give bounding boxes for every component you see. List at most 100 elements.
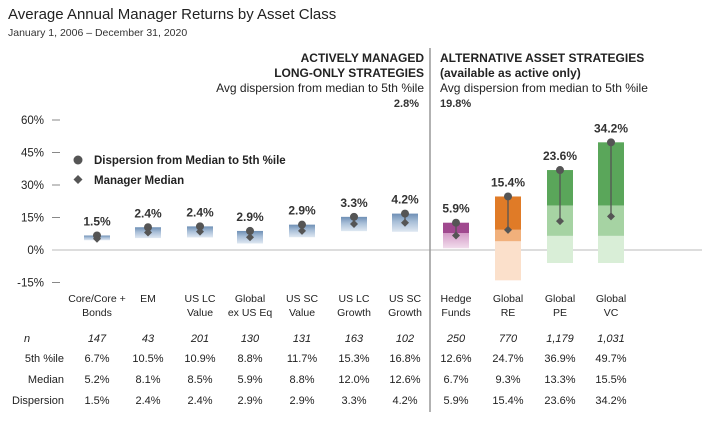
table-cell: 6.7% <box>443 374 468 386</box>
category-label-line2: RE <box>501 307 516 319</box>
dispersion-data-label: 34.2% <box>594 121 628 135</box>
table-row-label: n <box>24 333 30 345</box>
y-tick-label: -15% <box>17 278 44 290</box>
category-label-line2: PE <box>553 307 567 319</box>
table-cell: 13.3% <box>544 374 575 386</box>
group-active-line1: ACTIVELY MANAGED <box>300 51 424 65</box>
y-axis: 60% 45% 30% 15% 0% -15% <box>17 115 60 290</box>
table-cell: 770 <box>499 333 518 345</box>
table-cell: 16.8% <box>389 353 420 365</box>
category-label-line1: Global <box>493 293 523 305</box>
category-label-line2: Bonds <box>82 307 112 319</box>
category-label-line2: Growth <box>337 307 371 319</box>
median-diamond-marker <box>350 220 358 228</box>
category-label-line1: Global <box>545 293 575 305</box>
category-label-line1: Global <box>235 293 265 305</box>
table-cell: 201 <box>190 333 209 345</box>
dispersion-data-label: 2.9% <box>288 204 316 218</box>
table-cell: 6.7% <box>84 353 109 365</box>
category-label-line2: Value <box>289 307 315 319</box>
y-tick-label: 30% <box>21 180 44 192</box>
p5-dot-marker <box>556 166 564 175</box>
legend-diamond-icon <box>73 175 83 184</box>
median-diamond-marker <box>607 212 615 221</box>
category-label-line1: US SC <box>389 293 422 305</box>
dispersion-data-label: 1.5% <box>83 214 111 228</box>
median-diamond-marker <box>196 227 204 236</box>
table-cell: 15.5% <box>595 374 626 386</box>
dispersion-data-label: 3.3% <box>340 196 368 210</box>
dispersion-data-label: 23.6% <box>543 149 577 163</box>
median-diamond-marker <box>452 231 460 240</box>
chart-title: Average Annual Manager Returns by Asset … <box>8 6 337 23</box>
table-cell: 8.8% <box>237 353 262 365</box>
table-cell: 12.6% <box>389 374 420 386</box>
dispersion-data-label: 5.9% <box>442 202 470 216</box>
category-label-line2: Value <box>187 307 213 319</box>
p5-dot-marker <box>607 138 615 147</box>
table-cell: 1.5% <box>84 395 109 407</box>
table-row-label: Median <box>28 374 64 386</box>
table-cell: 15.3% <box>338 353 369 365</box>
stats-table: n 147 43 201 130 131 163 102 250 770 1,179 1,031 5th… <box>12 333 627 407</box>
p5-dot-marker <box>504 192 512 201</box>
bar-group: 3.3% <box>340 196 368 232</box>
table-cell: 8.5% <box>187 374 212 386</box>
dispersion-data-label: 15.4% <box>491 175 525 189</box>
table-cell: 1,179 <box>546 333 574 345</box>
bar-group: 1.5% <box>83 214 111 243</box>
category-label-line1: US LC <box>185 293 216 305</box>
table-cell: 23.6% <box>544 395 575 407</box>
category-label-line1: Core/Core + <box>68 293 125 305</box>
category-label-line2: ex US Eq <box>228 307 273 319</box>
category-label-line1: Hedge <box>441 293 472 305</box>
p5-dot-marker <box>144 223 152 232</box>
bars-layer: 1.5% 2.4% 2.4% 2.9% 2.9% 3.3% 4.2% 5.9% 15.4% 23.… <box>83 121 628 281</box>
bar-group: 2.9% <box>288 204 316 238</box>
table-cell: 5.2% <box>84 374 109 386</box>
group-header-active: ACTIVELY MANAGED LONG-ONLY STRATEGIES Av… <box>216 51 424 96</box>
table-cell: 3.3% <box>341 395 366 407</box>
table-cell: 2.4% <box>135 395 160 407</box>
p5-dot-marker <box>196 222 204 231</box>
table-cell: 2.4% <box>187 395 212 407</box>
legend-dot-label: Dispersion from Median to 5th %ile <box>94 155 286 167</box>
dispersion-data-label: 4.2% <box>391 193 419 207</box>
dispersion-data-label: 2.4% <box>134 206 162 220</box>
median-diamond-marker <box>298 226 306 235</box>
dispersion-data-label: 2.4% <box>186 205 214 219</box>
group-alt-line3: Avg dispersion from median to 5th %ile <box>440 81 648 95</box>
category-labels: Core/Core + Bonds EM US LC Value Global ex US … <box>68 293 626 319</box>
table-cell: 49.7% <box>595 353 626 365</box>
table-cell: 9.3% <box>495 374 520 386</box>
chart-subtitle: January 1, 2006 – December 31, 2020 <box>8 27 188 39</box>
bar-group: 4.2% <box>391 193 419 232</box>
legend: Dispersion from Median to 5th %ile Manag… <box>73 155 286 187</box>
table-cell: 5.9% <box>443 395 468 407</box>
avg-dispersion-active: 2.8% <box>393 98 419 110</box>
table-cell: 250 <box>446 333 466 345</box>
group-alt-line2: (available as active only) <box>440 66 581 80</box>
bar-group: 34.2% <box>594 121 628 263</box>
bar-segment <box>495 229 521 242</box>
table-cell: 2.9% <box>237 395 262 407</box>
p5-dot-marker <box>452 218 460 227</box>
bar-group: 23.6% <box>543 149 577 263</box>
y-tick-label: 45% <box>21 148 44 160</box>
category-label-line1: US LC <box>339 293 370 305</box>
table-cell: 10.5% <box>132 353 163 365</box>
group-active-line3: Avg dispersion from median to 5th %ile <box>216 81 424 95</box>
bar-segment <box>598 235 624 263</box>
bar-group: 2.4% <box>134 206 162 239</box>
table-row-label: 5th %ile <box>25 353 64 365</box>
table-cell: 163 <box>345 333 364 345</box>
table-cell: 2.9% <box>289 395 314 407</box>
table-cell: 36.9% <box>544 353 575 365</box>
table-row-label: Dispersion <box>12 395 64 407</box>
group-alt-line1: ALTERNATIVE ASSET STRATEGIES <box>440 51 645 65</box>
table-cell: 15.4% <box>492 395 523 407</box>
y-tick-label: 60% <box>21 115 44 127</box>
dispersion-data-label: 2.9% <box>236 210 264 224</box>
median-diamond-marker <box>144 228 152 237</box>
